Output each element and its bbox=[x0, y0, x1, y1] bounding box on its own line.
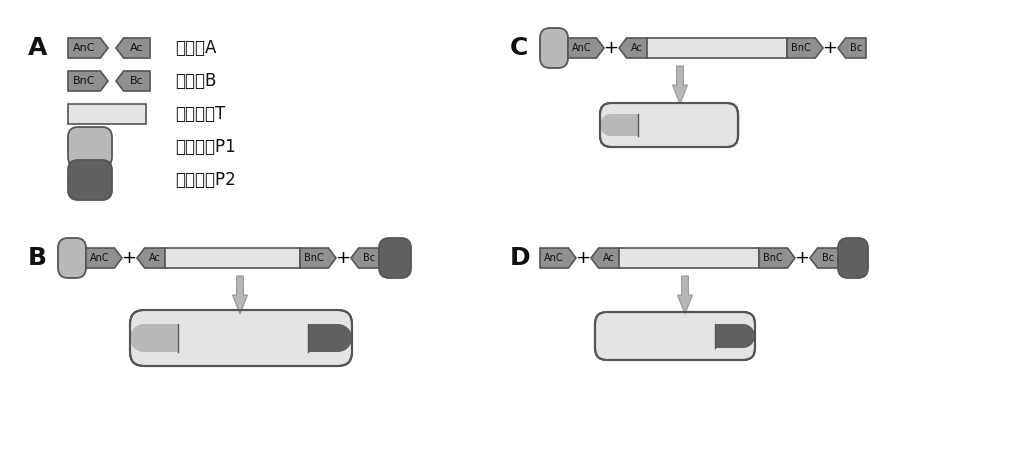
FancyBboxPatch shape bbox=[837, 238, 867, 278]
Polygon shape bbox=[676, 276, 692, 314]
Text: Ac: Ac bbox=[603, 253, 614, 263]
Text: Ac: Ac bbox=[130, 43, 144, 53]
Polygon shape bbox=[758, 248, 795, 268]
Text: +: + bbox=[336, 249, 350, 267]
Text: 内含肽A: 内含肽A bbox=[175, 39, 216, 57]
FancyBboxPatch shape bbox=[68, 160, 112, 200]
Bar bbox=[619, 248, 758, 268]
Text: +: + bbox=[822, 39, 837, 57]
Text: AnC: AnC bbox=[73, 43, 95, 53]
Polygon shape bbox=[540, 248, 575, 268]
Bar bbox=[726, 114, 739, 136]
Polygon shape bbox=[567, 38, 604, 58]
Text: 目的蛋白T: 目的蛋白T bbox=[175, 105, 225, 123]
Circle shape bbox=[129, 324, 158, 352]
Polygon shape bbox=[116, 71, 150, 91]
Polygon shape bbox=[837, 38, 865, 58]
Text: Bc: Bc bbox=[821, 253, 833, 263]
Text: 辅助蛋白P1: 辅助蛋白P1 bbox=[175, 138, 236, 156]
Text: BnC: BnC bbox=[73, 76, 95, 86]
Text: Ac: Ac bbox=[149, 253, 161, 263]
Polygon shape bbox=[590, 248, 619, 268]
Text: Bc: Bc bbox=[849, 43, 861, 53]
Polygon shape bbox=[787, 38, 822, 58]
FancyBboxPatch shape bbox=[129, 310, 352, 366]
FancyBboxPatch shape bbox=[58, 238, 86, 278]
Bar bbox=[144, 324, 178, 352]
Text: BnC: BnC bbox=[762, 253, 783, 263]
Bar bbox=[165, 248, 299, 268]
Text: A: A bbox=[28, 36, 48, 60]
Polygon shape bbox=[86, 248, 122, 268]
Text: 辅助蛋白P2: 辅助蛋白P2 bbox=[175, 171, 236, 189]
Text: +: + bbox=[575, 249, 589, 267]
Bar bbox=[646, 38, 787, 58]
Text: AnC: AnC bbox=[544, 253, 563, 263]
Polygon shape bbox=[233, 276, 248, 314]
Circle shape bbox=[324, 324, 352, 352]
Text: +: + bbox=[603, 39, 618, 57]
Text: D: D bbox=[510, 246, 530, 270]
Polygon shape bbox=[351, 248, 379, 268]
Text: +: + bbox=[121, 249, 136, 267]
Text: 内含肽B: 内含肽B bbox=[175, 72, 216, 90]
Text: C: C bbox=[510, 36, 528, 60]
Polygon shape bbox=[68, 38, 108, 58]
Text: Bc: Bc bbox=[362, 253, 374, 263]
FancyBboxPatch shape bbox=[540, 28, 567, 68]
Text: AnC: AnC bbox=[572, 43, 591, 53]
Polygon shape bbox=[68, 71, 108, 91]
Polygon shape bbox=[116, 38, 150, 58]
Bar bbox=[611, 114, 637, 136]
FancyBboxPatch shape bbox=[379, 238, 410, 278]
FancyBboxPatch shape bbox=[594, 312, 754, 360]
Polygon shape bbox=[619, 38, 646, 58]
Circle shape bbox=[600, 114, 622, 136]
Text: Ac: Ac bbox=[630, 43, 642, 53]
Text: Bc: Bc bbox=[129, 76, 144, 86]
Text: BnC: BnC bbox=[791, 43, 810, 53]
Bar bbox=[715, 324, 742, 348]
Text: BnC: BnC bbox=[304, 253, 324, 263]
Text: +: + bbox=[794, 249, 809, 267]
Circle shape bbox=[730, 324, 754, 348]
FancyBboxPatch shape bbox=[68, 127, 112, 167]
Bar bbox=[307, 324, 338, 352]
Text: B: B bbox=[28, 246, 47, 270]
Polygon shape bbox=[672, 66, 686, 104]
Bar bbox=[593, 324, 608, 348]
Text: AnC: AnC bbox=[90, 253, 110, 263]
Polygon shape bbox=[299, 248, 336, 268]
FancyBboxPatch shape bbox=[600, 103, 737, 147]
Polygon shape bbox=[809, 248, 837, 268]
Bar bbox=[68, 104, 146, 124]
Polygon shape bbox=[136, 248, 165, 268]
